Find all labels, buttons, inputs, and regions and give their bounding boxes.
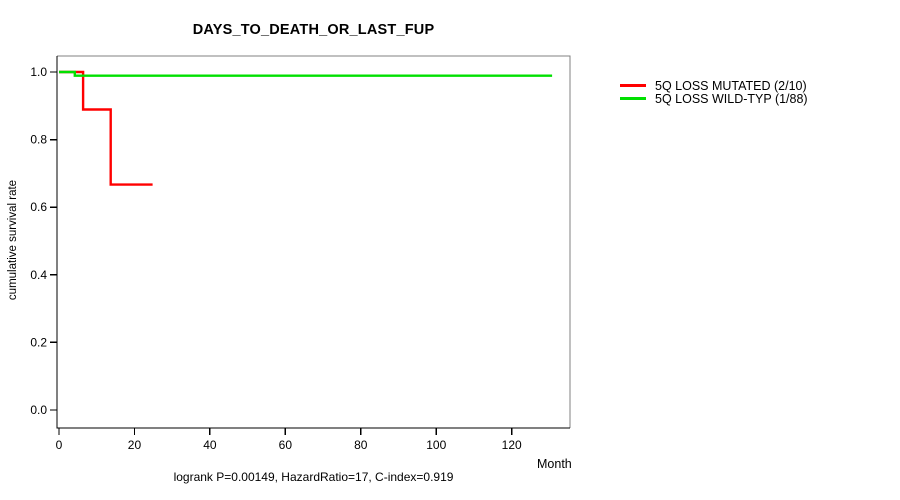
x-tick-label: 100: [426, 438, 446, 452]
x-tick-label: 40: [203, 438, 217, 452]
legend-label-wildtype: 5Q LOSS WILD-TYP (1/88): [655, 91, 808, 106]
stats-caption: logrank P=0.00149, HazardRatio=17, C-ind…: [173, 470, 454, 484]
y-tick-label: 0.0: [30, 403, 47, 417]
y-tick-label: 0.8: [30, 133, 47, 147]
legend-line-green-icon: [620, 97, 646, 100]
x-tick-label: 20: [128, 438, 142, 452]
x-tick-label: 80: [354, 438, 368, 452]
legend: 5Q LOSS MUTATED (2/10) 5Q LOSS WILD-TYP …: [620, 78, 808, 106]
y-tick-label: 0.6: [30, 200, 47, 214]
legend-line-red-icon: [620, 84, 646, 87]
series-line-mutated: [59, 70, 153, 186]
chart-title: DAYS_TO_DEATH_OR_LAST_FUP: [192, 22, 435, 38]
legend-item-wildtype: 5Q LOSS WILD-TYP (1/88): [620, 91, 808, 106]
y-tick-label: 0.2: [30, 335, 47, 349]
legend-label-mutated: 5Q LOSS MUTATED (2/10): [655, 78, 807, 93]
y-tick-label: 0.4: [30, 268, 47, 282]
x-axis-label: Month: [537, 457, 572, 471]
x-tick-label: 0: [56, 438, 63, 452]
x-tick-label: 120: [502, 438, 522, 452]
y-tick-label: 1.0: [30, 65, 47, 79]
legend-item-mutated: 5Q LOSS MUTATED (2/10): [620, 78, 808, 93]
x-tick-label: 60: [279, 438, 293, 452]
series-line-wildtype: [59, 70, 553, 77]
